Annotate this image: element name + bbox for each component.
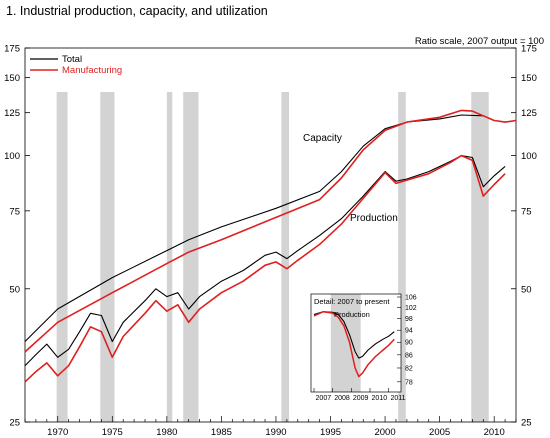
x-tick-label-2005: 2005 [429,427,450,438]
x-axis: 1970 1975 1980 1985 1990 1995 2000 2005 2010 [24,416,517,438]
x-tick-label-2000: 2000 [374,427,395,438]
inset-lines [313,310,395,378]
inset-x-tick-label-2011: 2011 [390,395,405,402]
x-tick-label-1995: 1995 [320,427,341,438]
series-lines [24,109,517,383]
scale-note: Ratio scale, 2007 output = 100 [415,36,544,47]
y-axis: 25 25 50 50 75 75 100 100 125 125 150 150 175 175 [4,44,537,429]
y-tick-label-left-175: 175 [4,44,20,55]
manufacturing-capacity-line [24,109,517,353]
production-label: Production [350,213,398,224]
y-tick-label-left-125: 125 [4,108,20,119]
inset-y-tick-label-86: 86 [405,352,413,359]
y-tick-label-right-150: 150 [521,73,537,84]
recession-bands [56,92,489,422]
total-production-line [24,155,506,367]
x-tick-label-2010: 2010 [484,427,505,438]
total-capacity-line [24,114,517,342]
y-tick-label-right-75: 75 [521,206,532,217]
y-tick-label-left-50: 50 [9,284,20,295]
recession-band-6 [471,92,489,422]
y-tick-label-right-50: 50 [521,284,532,295]
legend-label-total: Total [62,54,82,65]
x-tick-label-1980: 1980 [156,427,177,438]
inset-recession-band [330,294,361,392]
inset-manufacturing-line [313,310,395,378]
recession-band-1 [100,92,115,422]
inset-x-tick-label-2008: 2008 [334,395,350,402]
y-tick-label-right-125: 125 [521,108,537,119]
y-tick-label-left-75: 75 [9,206,20,217]
inset-y-tick-label-106: 106 [405,295,417,302]
capacity-label: Capacity [303,133,342,144]
y-tick-label-right-25: 25 [521,418,532,429]
inset-x-axis: 2007 2008 2009 2010 2011 [313,388,406,402]
y-tick-label-left-25: 25 [9,418,20,429]
y-tick-label-left-100: 100 [4,151,20,162]
x-tick-label-1985: 1985 [211,427,232,438]
legend-label-manufacturing: Manufacturing [62,65,122,76]
inset-title: Detail: 2007 to present [314,297,390,306]
inset-x-tick-label-2009: 2009 [353,395,369,402]
inset-y-tick-label-82: 82 [405,365,413,372]
recession-band-3 [183,92,199,422]
plot-frame [24,47,517,423]
inset-total-line [313,311,395,359]
inset-y-tick-label-98: 98 [405,316,413,323]
x-tick-label-1990: 1990 [265,427,286,438]
y-tick-label-left-150: 150 [4,73,20,84]
y-tick-label-right-175: 175 [521,44,537,55]
inset-x-tick-label-2010: 2010 [372,395,388,402]
inset-x-tick-label-2007: 2007 [316,395,332,402]
manufacturing-production-line [24,154,506,383]
inset-frame [310,293,402,393]
inset-y-tick-label-90: 90 [405,340,413,347]
recession-band-2 [166,92,173,422]
x-tick-label-1970: 1970 [47,427,68,438]
inset-production-label: Production [334,310,370,319]
inset-y-axis: 78 82 86 90 94 98 102 106 [397,295,417,386]
recession-band-5 [398,92,406,422]
recession-band-0 [56,92,68,422]
inset-y-tick-label-102: 102 [405,305,417,312]
legend: Total Manufacturing [30,54,122,76]
y-tick-label-right-100: 100 [521,151,537,162]
chart-title: 1. Industrial production, capacity, and … [6,4,268,18]
inset-y-tick-label-78: 78 [405,379,413,386]
x-tick-label-1975: 1975 [102,427,123,438]
inset-recession-rect [330,294,361,392]
inset-y-tick-label-94: 94 [405,328,413,335]
